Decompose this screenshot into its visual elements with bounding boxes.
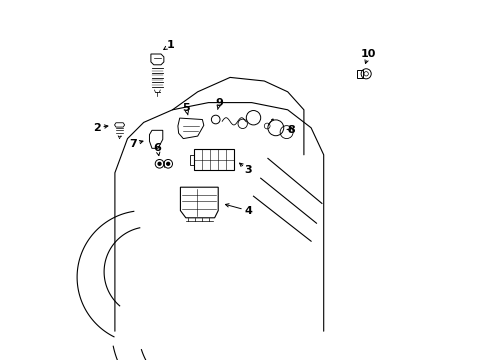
Text: 1: 1 <box>166 40 174 50</box>
Text: 4: 4 <box>244 206 251 216</box>
Text: 7: 7 <box>129 139 137 149</box>
Bar <box>194 149 233 170</box>
Text: 3: 3 <box>244 165 251 175</box>
Circle shape <box>158 162 161 165</box>
Text: 2: 2 <box>93 123 101 133</box>
Circle shape <box>166 162 169 165</box>
Bar <box>356 70 363 78</box>
Text: 10: 10 <box>360 49 376 59</box>
Text: 8: 8 <box>287 125 295 135</box>
Text: 9: 9 <box>215 98 223 108</box>
Text: 5: 5 <box>182 103 190 113</box>
Bar <box>190 155 194 165</box>
Text: 6: 6 <box>153 143 161 153</box>
